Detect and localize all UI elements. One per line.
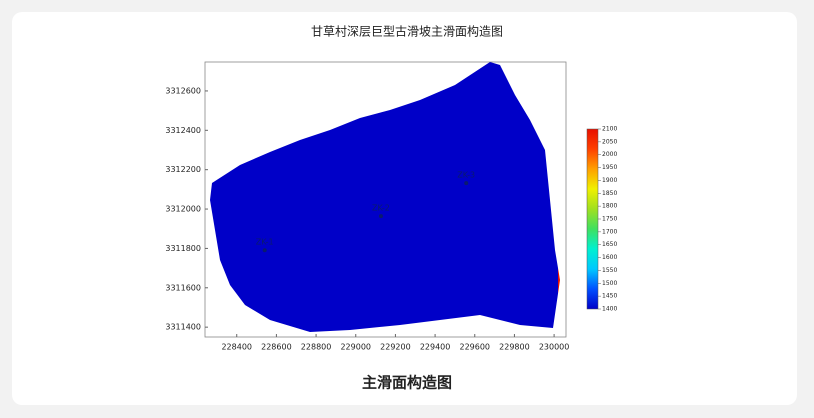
- x-tick-label: 229800: [499, 343, 530, 352]
- x-tick-label: 229000: [340, 343, 371, 352]
- x-tick-label: 229600: [459, 343, 490, 352]
- x-tick-label: 229400: [420, 343, 451, 352]
- borehole: [262, 248, 267, 253]
- chart-title: 甘草村深层巨型古滑坡主滑面构造图: [311, 24, 503, 39]
- borehole: [378, 214, 383, 219]
- y-tick-label: 3311800: [165, 244, 201, 253]
- x-tick-label: 230000: [539, 343, 570, 352]
- colorbar-tick-label: 1450: [602, 293, 617, 300]
- colorbar-tick-label: 1400: [602, 306, 617, 313]
- colorbar-tick-label: 1900: [602, 177, 617, 184]
- y-tick-label: 3312200: [165, 165, 201, 174]
- y-tick-label: 3312000: [165, 205, 201, 214]
- colorbar-tick-label: 1650: [602, 241, 617, 248]
- colorbar-tick-label: 2000: [602, 151, 617, 158]
- colorbar-tick-label: 1800: [602, 203, 617, 210]
- colorbar: [586, 128, 599, 310]
- x-tick-label: 228600: [261, 343, 292, 352]
- y-tick-label: 3311600: [165, 283, 201, 292]
- borehole-label: ZK-1: [256, 238, 274, 247]
- y-tick-label: 3311400: [165, 323, 201, 332]
- colorbar-tick-label: 1500: [602, 280, 617, 287]
- colorbar-tick-label: 1850: [602, 190, 617, 197]
- x-tick-label: 228400: [221, 343, 252, 352]
- borehole: [464, 181, 469, 186]
- x-tick-label: 229200: [380, 343, 411, 352]
- x-tick-label: 228800: [301, 343, 332, 352]
- y-tick-label: 3312400: [165, 126, 201, 135]
- caption: 主滑面构造图: [362, 374, 452, 392]
- borehole-label: ZK-3: [457, 171, 475, 180]
- colorbar-tick-label: 1550: [602, 267, 617, 274]
- colorbar-tick-label: 2100: [602, 126, 617, 133]
- colorbar-tick-label: 1600: [602, 254, 617, 261]
- colorbar-tick-label: 1750: [602, 216, 617, 223]
- colorbar-tick-label: 1700: [602, 228, 617, 235]
- colorbar-tick-label: 1950: [602, 164, 617, 171]
- y-tick-label: 3312600: [165, 86, 201, 95]
- borehole-label: ZK-2: [372, 204, 390, 213]
- colorbar-tick-label: 2050: [602, 138, 617, 145]
